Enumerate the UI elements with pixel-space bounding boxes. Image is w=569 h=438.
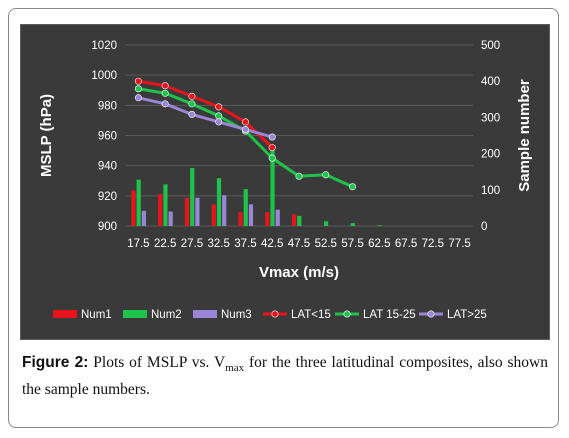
line-marker	[215, 112, 223, 120]
chart-svg: 900 920 940 960 980 1000 1020 0 100 200 300 400 500 1…	[38, 40, 533, 321]
line-marker	[322, 171, 330, 179]
line-marker	[268, 144, 276, 152]
y-left-tick-label: 980	[98, 100, 117, 112]
x-tick-label: 17.5	[127, 238, 149, 250]
line-series	[138, 87, 354, 189]
bar-num2	[297, 215, 302, 226]
y-right-tick-label: 500	[481, 40, 500, 52]
x-tick-label: 67.5	[395, 238, 417, 250]
legend-label: LAT 15-25	[363, 309, 416, 321]
line-series	[138, 96, 273, 139]
line-marker	[188, 110, 196, 118]
bar-num1	[292, 214, 297, 226]
line-marker	[349, 183, 357, 191]
bar-num2	[216, 178, 222, 226]
bar-num3	[168, 211, 173, 226]
caption-text-after: for the three latitudinal composites, al…	[22, 354, 548, 399]
legend-label: Num1	[81, 309, 112, 321]
y-right-tick-label: 0	[481, 221, 487, 233]
x-tick-label: 57.5	[341, 238, 363, 250]
bar-num1	[158, 194, 163, 226]
y-left-tick-label: 1000	[91, 70, 117, 82]
caption-subscript: max	[225, 362, 245, 375]
caption-label: Figure 2:	[22, 354, 89, 371]
bar-num3	[222, 195, 227, 226]
y-left-tick-label: 920	[98, 191, 117, 203]
line-marker	[188, 92, 196, 100]
legend-swatch-num3	[193, 310, 217, 318]
y-left-tick-label: 900	[98, 221, 117, 233]
line-marker	[268, 133, 276, 141]
line-marker	[161, 82, 169, 90]
chart-panel: 900 920 940 960 980 1000 1020 0 100 200 300 400 500 1…	[20, 24, 550, 340]
y-right-tick-label: 100	[481, 185, 500, 197]
figure-caption: Figure 2: Plots of MSLP vs. Vmax for the…	[22, 352, 548, 401]
line-marker	[161, 89, 169, 97]
x-tick-label: 22.5	[154, 238, 176, 250]
legend-label: Num2	[151, 309, 182, 321]
legend-label: Num3	[221, 309, 252, 321]
line-marker	[241, 125, 249, 133]
bar-num1	[211, 204, 216, 226]
x-tick-label: 47.5	[288, 238, 310, 250]
bar-num2	[243, 189, 248, 226]
y-right-tick-label: 400	[481, 76, 500, 88]
bar-num3	[248, 204, 254, 226]
x-axis-title: Vmax (m/s)	[259, 264, 339, 281]
line-marker	[134, 77, 142, 85]
x-tick-label: 62.5	[368, 238, 390, 250]
line-marker	[188, 100, 196, 108]
line-marker	[134, 94, 142, 102]
y-right-tick-label: 200	[481, 149, 500, 161]
line-marker	[241, 118, 249, 126]
bar-num1	[131, 190, 136, 226]
legend-swatch-marker	[271, 310, 279, 318]
line-marker	[295, 172, 303, 180]
legend-label: LAT<15	[291, 309, 331, 321]
x-tick-label: 72.5	[422, 238, 444, 250]
x-tick-label: 42.5	[261, 238, 283, 250]
bar-num3	[275, 209, 280, 226]
x-tick-label: 77.5	[448, 238, 470, 250]
line-marker	[161, 100, 169, 108]
line-series	[138, 79, 274, 149]
bar-num2	[377, 225, 382, 227]
y-left-tick-label: 960	[98, 131, 117, 143]
legend-swatch-num1	[53, 310, 77, 318]
y-left-tick-label: 940	[98, 161, 117, 173]
y-left-axis-title: MSLP (hPa)	[38, 94, 55, 177]
bar-num3	[195, 197, 200, 226]
bar-num2	[163, 184, 168, 226]
bar-num2	[350, 223, 355, 226]
line-marker	[268, 154, 276, 162]
bar-num1	[265, 212, 270, 226]
bar-num3	[141, 210, 146, 226]
bar-num2	[190, 168, 195, 226]
x-tick-label: 52.5	[315, 238, 337, 250]
x-tick-label: 32.5	[207, 238, 229, 250]
legend-swatch-marker	[427, 310, 435, 318]
bar-num2	[136, 179, 141, 226]
x-tick-label: 27.5	[181, 238, 203, 250]
line-marker	[215, 118, 223, 126]
y-right-axis-title: Sample number	[516, 79, 533, 192]
bar-num1	[238, 212, 243, 226]
y-left-tick-label: 1020	[91, 40, 117, 52]
caption-text-before: Plots of MSLP vs. V	[88, 354, 226, 371]
legend-swatch-marker	[343, 310, 351, 318]
y-right-tick-label: 300	[481, 112, 500, 124]
line-marker	[215, 103, 223, 111]
x-tick-label: 37.5	[234, 238, 256, 250]
line-marker	[134, 85, 142, 93]
bar-num2	[323, 221, 329, 226]
bar-num2	[270, 148, 275, 226]
legend-swatch-num2	[123, 310, 147, 318]
legend-label: LAT>25	[447, 309, 487, 321]
bar-num1	[184, 197, 190, 226]
